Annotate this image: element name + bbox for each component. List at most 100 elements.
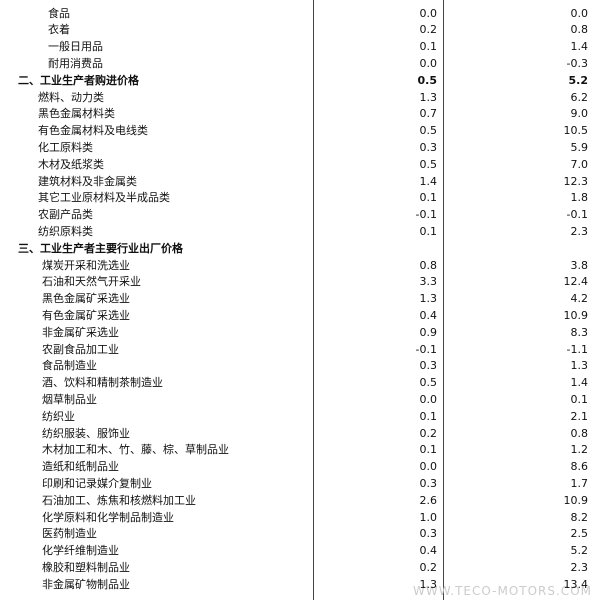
row-label: 化工原料类 — [38, 141, 93, 154]
cell-value: 2.1 — [570, 409, 589, 423]
row-label: 建筑材料及非金属类 — [38, 174, 137, 188]
item-row: 纺织原料类 0.1 2.3 — [0, 223, 600, 240]
row-label: 纺织原料类 — [38, 225, 93, 238]
item-row: 非金属矿采选业 0.9 8.3 — [0, 324, 600, 341]
cell-value: 5.2 — [570, 544, 589, 558]
cell-value: 1.7 — [570, 477, 589, 490]
row-label: 木材及纸浆类 — [38, 157, 104, 171]
cell-value: 0.0 — [419, 6, 438, 20]
cell-value: 2.5 — [570, 527, 589, 541]
cell-value: 4.2 — [570, 292, 589, 306]
cell-value: 1.4 — [419, 174, 438, 188]
item-row: 纺织服装、服饰业 0.2 0.8 — [0, 425, 600, 442]
cell-value: 0.1 — [419, 191, 438, 205]
row-label: 有色金属材料及电线类 — [38, 124, 148, 138]
cell-value: 0.1 — [419, 225, 438, 238]
cell-value: 0.3 — [419, 359, 438, 373]
cell-value: 1.4 — [570, 376, 589, 390]
cell-value: 0.9 — [419, 325, 438, 339]
cell-value: 2.3 — [570, 225, 589, 238]
row-label: 一般日用品 — [48, 40, 103, 54]
item-row: 农副产品类 -0.1 -0.1 — [0, 206, 600, 223]
item-row: 食品 0.0 0.0 — [0, 5, 600, 22]
item-row: 黑色金属矿采选业 1.3 4.2 — [0, 290, 600, 307]
row-label: 橡胶和塑料制品业 — [42, 561, 130, 574]
row-label: 食品制造业 — [42, 359, 97, 373]
row-label: 三、工业生产者主要行业出厂价格 — [18, 241, 183, 255]
cell-value: 0.3 — [419, 527, 438, 541]
cell-value: 10.5 — [563, 124, 589, 138]
item-row: 燃料、动力类 1.3 6.2 — [0, 89, 600, 106]
cell-value: 0.8 — [419, 258, 438, 272]
item-row: 有色金属矿采选业 0.4 10.9 — [0, 307, 600, 324]
item-row: 耐用消费品 0.0 -0.3 — [0, 55, 600, 72]
cell-value: 0.2 — [419, 426, 438, 440]
cell-value: 8.2 — [570, 510, 589, 524]
item-row: 建筑材料及非金属类 1.4 12.3 — [0, 173, 600, 190]
cell-value: -0.3 — [566, 57, 588, 70]
cell-value: 1.3 — [419, 90, 438, 104]
cell-value: 1.3 — [419, 292, 438, 306]
cell-value: 0.0 — [419, 57, 438, 70]
row-label: 化学原料和化学制品制造业 — [42, 510, 174, 524]
cell-value: 0.4 — [419, 544, 438, 558]
item-row: 化学纤维制造业 0.4 5.2 — [0, 542, 600, 559]
cell-value: 0.8 — [570, 23, 589, 37]
item-row: 烟草制品业 0.0 0.1 — [0, 391, 600, 408]
row-label: 石油加工、炼焦和核燃料加工业 — [42, 493, 196, 507]
row-label: 二、工业生产者购进价格 — [18, 73, 139, 87]
cell-value: 13.4 — [563, 577, 589, 591]
item-row: 化学原料和化学制品制造业 1.0 8.2 — [0, 509, 600, 526]
row-label: 造纸和纸制品业 — [42, 460, 119, 474]
watermark: WWW.TECO-MOTORS.COM — [413, 584, 592, 598]
cell-value: 0.7 — [419, 107, 438, 121]
item-row: 酒、饮料和精制茶制造业 0.5 1.4 — [0, 374, 600, 391]
row-label: 非金属矿采选业 — [42, 325, 119, 339]
cell-value: 0.8 — [570, 426, 589, 440]
cell-value: 0.5 — [419, 376, 438, 390]
row-label: 化学纤维制造业 — [42, 544, 119, 558]
item-row: 一般日用品 0.1 1.4 — [0, 38, 600, 55]
item-row: 衣着 0.2 0.8 — [0, 21, 600, 38]
item-row: 食品制造业 0.3 1.3 — [0, 357, 600, 374]
section-row: 二、工业生产者购进价格 0.5 5.2 — [0, 72, 600, 89]
item-row: 黑色金属材料类 0.7 9.0 — [0, 105, 600, 122]
row-label: 其它工业原材料及半成品类 — [38, 191, 170, 205]
cell-value: 0.0 — [570, 6, 589, 20]
cell-value: 9.0 — [570, 107, 589, 121]
cell-value: 1.3 — [570, 359, 589, 373]
cell-value: 12.3 — [563, 174, 589, 188]
row-label: 烟草制品业 — [42, 393, 97, 406]
cell-value: 0.3 — [419, 141, 438, 154]
cell-value: -0.1 — [566, 208, 588, 222]
cell-value: 1.0 — [419, 510, 438, 524]
cell-value: 12.4 — [563, 275, 589, 289]
row-label: 食品 — [48, 6, 70, 20]
item-row: 有色金属材料及电线类 0.5 10.5 — [0, 122, 600, 139]
row-label: 耐用消费品 — [48, 57, 103, 70]
cell-value: 10.9 — [563, 493, 589, 507]
row-label: 酒、饮料和精制茶制造业 — [42, 376, 163, 390]
cell-value: 5.2 — [568, 73, 589, 87]
cell-value: -1.1 — [566, 342, 588, 356]
row-label: 农副产品类 — [38, 208, 93, 222]
cell-value: 0.5 — [417, 73, 438, 87]
row-label: 石油和天然气开采业 — [42, 275, 141, 289]
cell-value: -0.1 — [415, 208, 437, 222]
item-row: 橡胶和塑料制品业 0.2 2.3 — [0, 559, 600, 576]
row-label: 印刷和记录媒介复制业 — [42, 477, 152, 490]
cell-value: 0.1 — [419, 40, 438, 54]
cell-value: 0.0 — [419, 393, 438, 406]
cell-value: 8.3 — [570, 325, 589, 339]
cell-value: 0.1 — [419, 443, 438, 457]
column-divider — [313, 0, 314, 600]
cell-value: 5.9 — [570, 141, 589, 154]
item-row: 煤炭开采和洗选业 0.8 3.8 — [0, 257, 600, 274]
cell-value: 2.3 — [570, 561, 589, 574]
item-row: 其它工业原材料及半成品类 0.1 1.8 — [0, 189, 600, 206]
cell-value: 1.3 — [419, 577, 438, 591]
cell-value: 3.8 — [570, 258, 589, 272]
cell-value: 0.1 — [419, 409, 438, 423]
row-label: 有色金属矿采选业 — [42, 309, 130, 322]
